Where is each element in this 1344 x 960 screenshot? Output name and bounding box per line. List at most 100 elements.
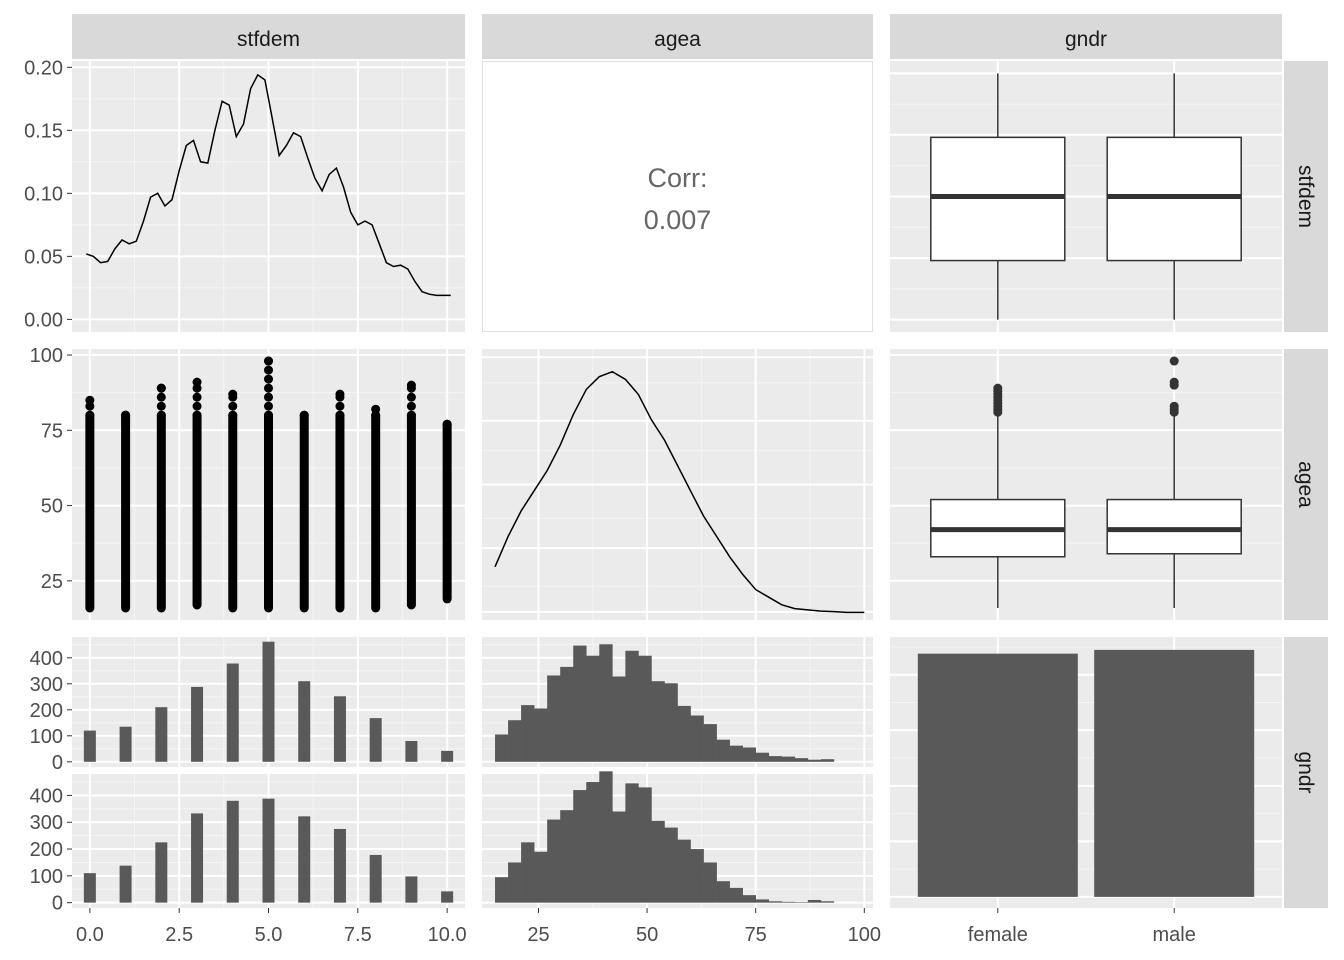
x-tick-label: 100 [848,924,881,946]
hist-agea-bar-male-6 [573,790,587,903]
agea-density-line [494,370,865,614]
hist-agea-bar-female-20 [755,752,770,762]
hist-stfdem-bar-male-1 [119,865,132,903]
hist-agea-bar-male-8 [599,771,613,903]
hist-stfdem-bar-female-6 [298,681,311,762]
hist-agea-bar-female-1 [508,720,522,762]
strip-col-label-stfdem: stfdem [237,28,300,51]
hist-stfdem-bar-male-6 [298,816,311,903]
hist-agea-bar-female-17 [716,739,730,762]
hist-agea-bar-male-1 [508,862,522,903]
hist-agea-bar-female-22 [781,756,796,762]
scatter-point-max [228,389,238,399]
hist-agea-bar-male-2 [521,842,535,903]
scatter-point [85,410,95,420]
scatter-point-max [85,395,95,405]
scatter-point-max [156,383,166,393]
hist-agea-bar-male-16 [703,862,717,903]
y-tick-label: 0 [52,752,63,774]
scatter-point-max [335,389,345,399]
hist-stfdem-bar-female-1 [119,726,132,762]
hist-agea-bar-female-7 [586,655,600,762]
hist-agea-bar-female-10 [625,650,639,762]
hist-agea-bar-male-20 [755,899,770,903]
hist-stfdem-bar-male-7 [333,828,346,903]
scatter-point [264,392,273,402]
scatter-point-max [299,410,309,420]
hist-stfdem-bar-female-9 [405,741,418,762]
strip-row-label-agea: agea [1294,461,1317,508]
hist-stfdem-bar-female-8 [369,718,382,762]
strip-row-label-stfdem: stfdem [1294,165,1317,228]
hist-stfdem-bar-female-0 [83,730,96,762]
bar-gndr-female [917,653,1078,897]
hist-stfdem-bar-male-9 [405,876,418,903]
scatter-point [406,392,416,402]
boxplot-outlier [1169,356,1179,366]
scatter-point [264,365,273,375]
x-tick-label: 5.0 [255,924,283,946]
hist-agea-bar-female-24 [807,759,822,762]
hist-agea-bar-male-17 [716,881,730,903]
scatter-point-max [371,404,381,414]
scatter-point [264,383,273,393]
hist-agea-bar-female-21 [768,756,783,762]
scatter-point [335,410,345,420]
scatter-point [192,401,202,411]
scatter-point [406,401,416,411]
scatter-point [406,410,416,420]
hist-stfdem-bar-female-2 [155,707,168,762]
hist-agea-bar-male-13 [664,827,678,903]
scatter-point [264,410,273,420]
scatter-point [156,401,166,411]
scatter-point-max [264,356,273,366]
hist-agea-bar-male-3 [534,851,548,903]
y-tick-label: 200 [30,700,63,722]
x-tick-label: 7.5 [344,924,372,946]
scatter-point-max [121,410,131,420]
hist-agea-bar-male-18 [729,887,743,903]
hist-agea-bar-male-24 [807,899,822,903]
scatter-point [264,374,273,384]
hist-agea-bar-female-19 [742,747,756,762]
hist-stfdem-bar-male-4 [226,800,239,903]
hist-agea-bar-male-25 [820,901,835,903]
x-tick-label-female: female [968,924,1028,946]
hist-agea-bar-female-11 [638,655,652,762]
y-tick-label: 0.20 [24,57,63,79]
scatter-point-max [442,419,452,429]
scatter-point [228,410,238,420]
hist-stfdem-bar-male-5 [262,798,275,903]
x-tick-label: 0.0 [76,924,104,946]
hist-stfdem-bar-male-3 [191,813,204,903]
x-tick-label: 75 [745,924,767,946]
y-tick-label: 50 [41,496,63,518]
scatter-point-max [406,380,416,390]
hist-agea-bar-female-5 [560,666,574,762]
x-tick-label: 50 [636,924,658,946]
hist-stfdem-bar-female-7 [333,696,346,762]
scatter-point [228,401,238,411]
scatter-point [192,392,202,402]
stfdem-density-line [86,73,451,297]
hist-agea-bar-female-15 [690,715,704,762]
x-tick-label: 2.5 [165,924,193,946]
scatter-point [335,401,345,411]
scatter-point [192,410,202,420]
y-tick-label: 300 [30,812,63,834]
y-tick-label: 400 [30,785,63,807]
hist-stfdem-bar-male-2 [155,842,168,903]
y-tick-label: 25 [41,571,63,593]
strip-col-gndr [890,14,1282,59]
boxplot-outlier [993,383,1003,393]
scatter-point [156,392,166,402]
y-tick-label: 0.05 [24,246,63,268]
scatter-point [156,410,166,420]
hist-agea-bar-female-3 [534,708,548,762]
strip-col-agea [482,14,873,59]
strip-row-label-gndr: gndr [1294,751,1317,793]
scatter-point-max [192,377,202,387]
hist-agea-bar-male-23 [794,902,809,903]
bar-gndr-male [1094,649,1255,897]
